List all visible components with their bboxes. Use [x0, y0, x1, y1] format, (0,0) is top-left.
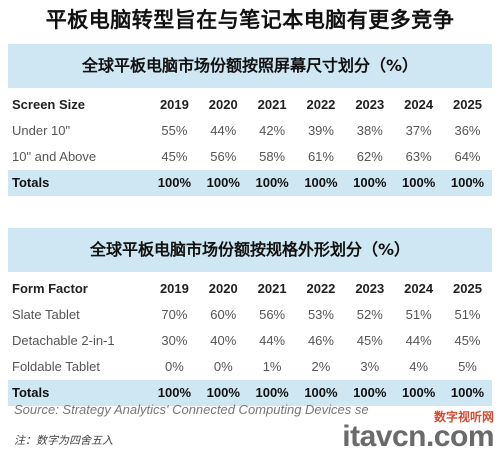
column-header-year: 2025 [453, 97, 482, 112]
column-header-year: 2023 [355, 281, 385, 296]
totals-value: 100% [450, 175, 485, 190]
row-label: 10" and Above [12, 149, 97, 164]
form-factor-header-row: Form Factor 2019 2020 2021 2022 2023 202… [8, 276, 492, 302]
cell-value: 45% [454, 333, 481, 348]
totals-value: 100% [157, 175, 192, 190]
cell-value: 2% [311, 359, 331, 374]
cell-value: 51% [405, 307, 432, 322]
cell-value: 56% [210, 149, 237, 164]
table-row: Detachable 2-in-1 30% 40% 44% 46% 45% 44… [8, 328, 492, 354]
cell-value: 30% [161, 333, 188, 348]
totals-value: 100% [206, 175, 240, 190]
cell-value: 3% [360, 359, 380, 374]
cell-value: 52% [356, 307, 383, 322]
watermark-cn: 数字视听网 [433, 410, 494, 424]
cell-value: 0% [165, 359, 184, 374]
row-label: Detachable 2-in-1 [12, 333, 115, 348]
form-factor-table-title: 全球平板电脑市场份额按规格外形划分（%） [8, 228, 492, 272]
column-header-year: 2024 [404, 281, 434, 296]
cell-value: 45% [356, 333, 383, 348]
cell-value: 55% [161, 123, 188, 138]
totals-value: 100% [353, 175, 387, 190]
cell-value: 0% [213, 359, 233, 374]
table-row: 10" and Above 45% 56% 58% 61% 62% 63% 64… [8, 144, 492, 170]
cell-value: 70% [161, 307, 188, 322]
cell-value: 58% [259, 149, 286, 164]
totals-value: 100% [255, 175, 289, 190]
source-note: Source: Strategy Analytics' Connected Co… [14, 402, 369, 417]
cell-value: 62% [356, 149, 383, 164]
row-label: Slate Tablet [12, 307, 80, 322]
table-row: Under 10" 55% 44% 42% 39% 38% 37% 36% [8, 118, 492, 144]
cell-value: 5% [458, 359, 477, 374]
cell-value: 53% [307, 307, 334, 322]
column-header-year: 2023 [355, 97, 385, 112]
row-label: Under 10" [12, 123, 71, 138]
page-headline: 平板电脑转型旨在与笔记本电脑有更多竞争 [45, 8, 455, 32]
column-header-year: 2020 [208, 281, 238, 296]
cell-value: 46% [307, 333, 334, 348]
cell-value: 4% [409, 359, 429, 374]
column-header-year: 2021 [257, 281, 287, 296]
column-header-year: 2022 [306, 97, 336, 112]
column-header-label: Form Factor [12, 281, 88, 296]
watermark-en: itavcn.com [342, 420, 494, 453]
screen-size-header-row: Screen Size 2019 2020 2021 2022 2023 202… [8, 92, 492, 118]
form-factor-table: 全球平板电脑市场份额按规格外形划分（%） Form Factor 2019 20… [8, 228, 492, 406]
cell-value: 1% [262, 359, 282, 374]
column-header-year: 2022 [306, 281, 336, 296]
cell-value: 40% [210, 333, 237, 348]
screen-size-table: 全球平板电脑市场份额按照屏幕尺寸划分（%） Screen Size 2019 2… [8, 44, 492, 196]
totals-value: 100% [402, 385, 436, 400]
totals-value: 100% [402, 175, 436, 190]
column-header-year: 2024 [404, 97, 434, 112]
totals-label: Totals [12, 385, 50, 400]
cell-value: 36% [454, 123, 481, 138]
cell-value: 39% [307, 123, 334, 138]
totals-value: 100% [255, 385, 289, 400]
column-header-label: Screen Size [12, 97, 85, 112]
table-row: Slate Tablet 70% 60% 56% 53% 52% 51% 51% [8, 302, 492, 328]
cell-value: 64% [454, 149, 481, 164]
cell-value: 44% [405, 333, 432, 348]
cell-value: 63% [405, 149, 432, 164]
totals-value: 100% [450, 385, 485, 400]
totals-value: 100% [157, 385, 192, 400]
column-header-year: 2025 [453, 281, 482, 296]
cell-value: 42% [259, 123, 286, 138]
cell-value: 44% [259, 333, 286, 348]
cell-value: 37% [405, 123, 432, 138]
cell-value: 45% [161, 149, 188, 164]
cell-value: 56% [259, 307, 286, 322]
column-header-year: 2021 [257, 97, 287, 112]
row-label: Foldable Tablet [12, 359, 100, 374]
totals-row: Totals 100% 100% 100% 100% 100% 100% 100… [8, 380, 492, 406]
totals-label: Totals [12, 175, 50, 190]
table-row: Foldable Tablet 0% 0% 1% 2% 3% 4% 5% [8, 354, 492, 380]
column-header-year: 2019 [159, 281, 189, 296]
screen-size-table-title: 全球平板电脑市场份额按照屏幕尺寸划分（%） [8, 44, 492, 88]
cell-value: 60% [210, 307, 237, 322]
cell-value: 38% [356, 123, 383, 138]
column-header-year: 2019 [159, 97, 189, 112]
totals-value: 100% [353, 385, 387, 400]
totals-value: 100% [206, 385, 240, 400]
cell-value: 51% [454, 307, 481, 322]
rounding-note: 注：数字为四舍五入 [14, 434, 113, 447]
totals-value: 100% [304, 385, 338, 400]
cell-value: 44% [210, 123, 237, 138]
totals-value: 100% [304, 175, 338, 190]
cell-value: 61% [307, 149, 334, 164]
column-header-year: 2020 [208, 97, 238, 112]
totals-row: Totals 100% 100% 100% 100% 100% 100% 100… [8, 170, 492, 196]
